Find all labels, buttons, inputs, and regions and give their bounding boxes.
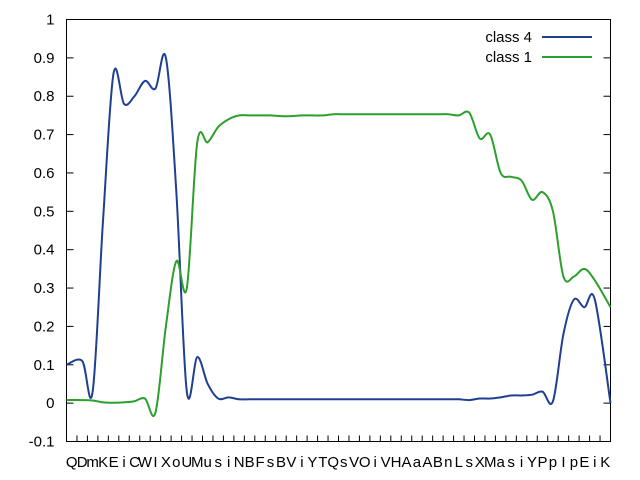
x-tick-label: E <box>109 454 119 471</box>
x-tick-label: X <box>475 454 485 471</box>
x-tick-label: T <box>318 454 327 471</box>
x-tick-label: M <box>191 454 204 471</box>
x-tick-label: C <box>129 454 140 471</box>
x-tick-label: B <box>433 454 443 471</box>
y-tick-label: 0.9 <box>34 50 55 67</box>
x-tick-label: s <box>267 454 275 471</box>
x-tick-label: Y <box>527 454 537 471</box>
x-tick-label: i <box>227 454 230 471</box>
x-tick-label: a <box>413 454 422 471</box>
x-tick-label: s <box>340 454 348 471</box>
x-tick-label: u <box>204 454 212 471</box>
x-tick-label: i <box>520 454 523 471</box>
y-tick-label: 0.1 <box>34 357 55 374</box>
x-tick-label: E <box>579 454 589 471</box>
x-tick-label: H <box>391 454 402 471</box>
y-tick-label: 0.4 <box>34 242 55 259</box>
x-tick-label: I <box>153 454 157 471</box>
legend-label-class-4: class 4 <box>485 29 532 46</box>
x-tick-label: i <box>300 454 303 471</box>
x-tick-label: K <box>600 454 610 471</box>
x-tick-label: F <box>255 454 264 471</box>
x-tick-label: o <box>172 454 180 471</box>
y-tick-label: 0.7 <box>34 127 55 144</box>
x-tick-label: a <box>496 454 505 471</box>
x-tick-label: A <box>401 454 411 471</box>
x-tick-label: n <box>444 454 452 471</box>
y-tick-label: 0.3 <box>34 280 55 297</box>
x-tick-label: M <box>484 454 497 471</box>
x-tick-label: I <box>561 454 565 471</box>
x-tick-label: N <box>234 454 245 471</box>
y-tick-label: 0.6 <box>34 165 55 182</box>
x-tick-label: i <box>373 454 376 471</box>
y-tick-label: 0.8 <box>34 88 55 105</box>
x-tick-label: A <box>422 454 432 471</box>
x-tick-label: i <box>593 454 596 471</box>
x-tick-label: Q <box>327 454 339 471</box>
y-tick-label: 0 <box>46 395 54 412</box>
y-axis: -0.1 0 0.1 0.2 0.3 0.4 0.5 0.6 0.7 0.8 0.9 1 <box>29 12 611 451</box>
x-tick-label: s <box>214 454 222 471</box>
series-line-class-4 <box>66 53 612 405</box>
x-tick-label: W <box>138 454 153 471</box>
x-tick-label: B <box>276 454 286 471</box>
legend-label-class-1: class 1 <box>485 49 532 66</box>
x-tick-label: i <box>122 454 125 471</box>
x-tick-label: Q <box>66 454 78 471</box>
series-lines <box>66 53 612 417</box>
x-tick-label: m <box>86 454 99 471</box>
x-tick-label: p <box>549 454 557 471</box>
x-tick-label: Y <box>307 454 317 471</box>
x-tick-label: V <box>381 454 391 471</box>
legend: class 4 class 1 <box>485 29 592 66</box>
x-tick-label: L <box>455 454 463 471</box>
y-tick-label: 0.2 <box>34 318 55 335</box>
x-tick-label: O <box>359 454 371 471</box>
series-line-class-1 <box>66 110 612 417</box>
x-tick-label: V <box>349 454 359 471</box>
x-tick-label: P <box>537 454 547 471</box>
x-tick-label: B <box>245 454 255 471</box>
x-tick-label: s <box>507 454 515 471</box>
x-tick-label: V <box>286 454 296 471</box>
x-tick-label: D <box>77 454 88 471</box>
x-tick-label: X <box>161 454 171 471</box>
y-tick-label: 0.5 <box>34 203 55 220</box>
y-tick-label: -0.1 <box>29 434 55 451</box>
x-tick-label: s <box>466 454 474 471</box>
x-tick-label: U <box>181 454 192 471</box>
y-tick-label: 1 <box>46 12 54 29</box>
x-tick-label: K <box>98 454 108 471</box>
x-tick-label: p <box>570 454 578 471</box>
